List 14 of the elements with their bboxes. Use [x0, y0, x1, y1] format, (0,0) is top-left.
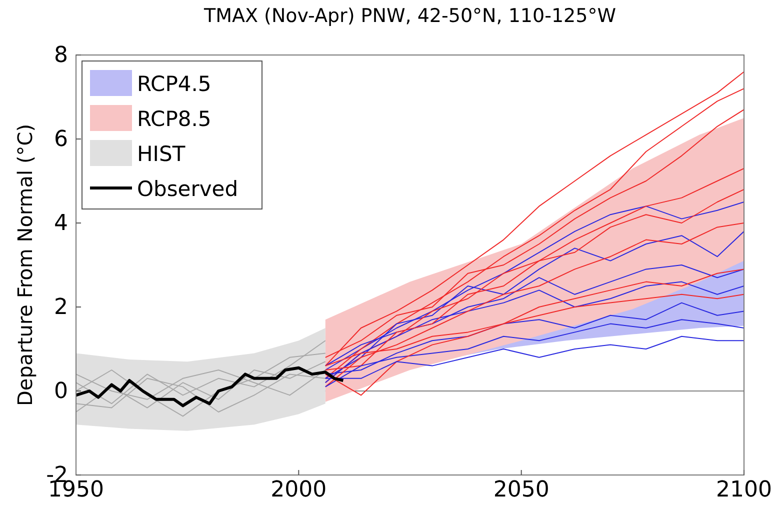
legend-label: Observed	[137, 177, 238, 201]
x-tick-label: 2100	[716, 478, 772, 503]
y-tick-label: 0	[54, 379, 68, 404]
y-tick-label: 4	[54, 211, 68, 236]
x-tick-label: 2000	[270, 478, 327, 503]
y-tick-label: 6	[54, 127, 68, 152]
legend-label: RCP4.5	[137, 72, 212, 96]
x-tick-label: 2050	[493, 478, 550, 503]
legend-label: RCP8.5	[137, 107, 212, 131]
chart-title: TMAX (Nov-Apr) PNW, 42-50°N, 110-125°W	[202, 5, 616, 27]
y-tick-label: 2	[54, 295, 68, 320]
y-axis-title: Departure From Normal (°C)	[13, 124, 37, 406]
y-tick-label: 8	[54, 43, 68, 68]
legend-label: HIST	[137, 142, 186, 166]
